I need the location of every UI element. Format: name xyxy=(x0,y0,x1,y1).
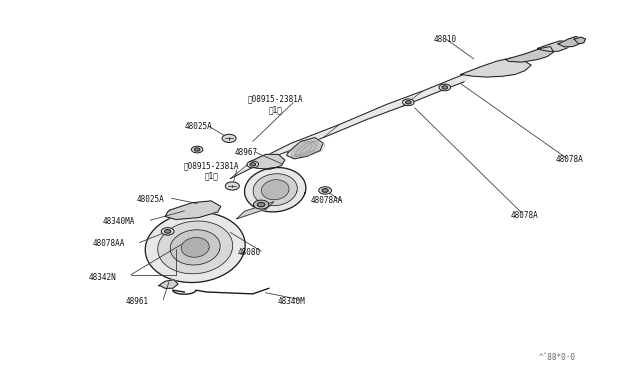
Text: 48810: 48810 xyxy=(433,35,456,44)
Text: 48078AA: 48078AA xyxy=(93,239,125,248)
Polygon shape xyxy=(158,221,233,274)
Polygon shape xyxy=(574,37,586,44)
Circle shape xyxy=(191,146,203,153)
Polygon shape xyxy=(170,230,220,265)
Circle shape xyxy=(195,148,200,151)
Circle shape xyxy=(322,189,328,192)
Polygon shape xyxy=(461,58,531,77)
Circle shape xyxy=(319,187,332,194)
Text: 48340M: 48340M xyxy=(277,297,305,306)
Text: 48340MA: 48340MA xyxy=(102,217,134,226)
Text: 48080: 48080 xyxy=(238,248,261,257)
Polygon shape xyxy=(244,167,306,212)
Polygon shape xyxy=(506,46,554,62)
Text: ^ˆ88*0·0: ^ˆ88*0·0 xyxy=(538,353,575,362)
Polygon shape xyxy=(159,280,178,288)
Polygon shape xyxy=(558,36,582,47)
Circle shape xyxy=(222,134,236,142)
Circle shape xyxy=(406,101,412,104)
Circle shape xyxy=(164,230,171,233)
Text: 48078A: 48078A xyxy=(556,155,584,164)
Polygon shape xyxy=(237,202,274,219)
Polygon shape xyxy=(181,238,209,257)
Text: 48078A: 48078A xyxy=(511,211,539,220)
Polygon shape xyxy=(261,180,289,200)
Polygon shape xyxy=(165,201,221,219)
Polygon shape xyxy=(538,41,571,51)
Text: 48025A: 48025A xyxy=(136,195,164,203)
Circle shape xyxy=(250,163,256,166)
Text: 48961: 48961 xyxy=(126,297,149,306)
Text: 48967: 48967 xyxy=(235,148,258,157)
Text: Ⓥ08915-2381A
（1）: Ⓥ08915-2381A （1） xyxy=(248,94,303,114)
Text: 48078AA: 48078AA xyxy=(310,196,342,205)
Text: 48025A: 48025A xyxy=(184,122,212,131)
Circle shape xyxy=(403,99,414,106)
Polygon shape xyxy=(248,154,285,169)
Text: 48342N: 48342N xyxy=(88,273,116,282)
Circle shape xyxy=(439,84,451,91)
Polygon shape xyxy=(253,174,298,206)
Circle shape xyxy=(253,200,269,209)
Text: Ⓥ08915-2381A
（1）: Ⓥ08915-2381A （1） xyxy=(184,161,239,181)
Circle shape xyxy=(257,202,265,207)
Circle shape xyxy=(225,182,239,190)
Polygon shape xyxy=(293,141,319,157)
Circle shape xyxy=(161,228,174,235)
Polygon shape xyxy=(230,67,483,179)
Circle shape xyxy=(442,86,448,89)
Polygon shape xyxy=(287,138,323,159)
Polygon shape xyxy=(145,212,245,282)
Circle shape xyxy=(247,161,259,168)
